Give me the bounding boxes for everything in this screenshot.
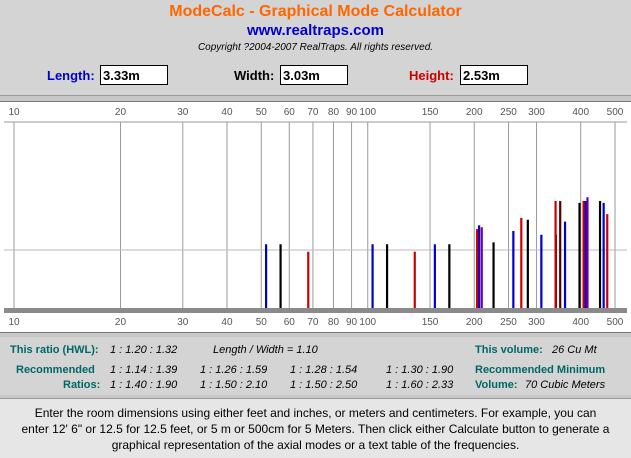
tick-label-top: 20 xyxy=(115,107,127,118)
recommended-ratio: 1 : 1.50 : 2.50 xyxy=(290,379,358,391)
plot-baseline xyxy=(4,308,627,313)
tick-label-bottom: 500 xyxy=(607,317,624,328)
ratio-label: This ratio (HWL): xyxy=(10,344,99,356)
tick-label-top: 400 xyxy=(572,107,589,118)
width-input[interactable] xyxy=(280,65,348,85)
tick-label-top: 30 xyxy=(177,107,189,118)
site-link[interactable]: www.realtraps.com xyxy=(247,22,384,39)
tick-label-bottom: 400 xyxy=(572,317,589,328)
tick-label-top: 200 xyxy=(466,107,483,118)
recommended-minimum-label: Recommended Minimum xyxy=(475,364,606,376)
length-width-ratio: Length / Width = 1.10 xyxy=(213,344,318,356)
recommended-ratio: 1 : 1.28 : 1.54 xyxy=(290,364,358,376)
tick-label-bottom: 30 xyxy=(177,317,189,328)
length-input[interactable] xyxy=(100,65,168,85)
tick-label-top: 60 xyxy=(284,107,296,118)
recommended-ratio: 1 : 1.50 : 2.10 xyxy=(200,379,268,391)
tick-label-top: 70 xyxy=(307,107,319,118)
tick-label-bottom: 10 xyxy=(8,317,20,328)
tick-label-top: 50 xyxy=(256,107,268,118)
recommended-ratio: 1 : 1.40 : 1.90 xyxy=(110,379,178,391)
height-label: Height: xyxy=(409,68,454,83)
header: ModeCalc - Graphical Mode Calculator www… xyxy=(0,0,631,96)
tick-label-bottom: 50 xyxy=(256,317,268,328)
height-input[interactable] xyxy=(460,65,528,85)
info-panel: This ratio (HWL): 1 : 1.20 : 1.32 Length… xyxy=(0,337,631,395)
volume-label: This volume: xyxy=(475,344,543,356)
tick-label-bottom: 70 xyxy=(307,317,319,328)
recommended-ratio: 1 : 1.30 : 1.90 xyxy=(386,364,454,376)
tick-label-bottom: 100 xyxy=(359,317,376,328)
tick-label-bottom: 90 xyxy=(346,317,358,328)
mode-chart-svg: 1010202030304040505060607070808090901001… xyxy=(4,107,627,328)
recommended-ratio: 1 : 1.14 : 1.39 xyxy=(110,364,178,376)
recommended-ratio: 1 : 1.60 : 2.33 xyxy=(386,379,454,391)
instructions-text: Enter the room dimensions using either f… xyxy=(0,398,631,458)
tick-label-bottom: 60 xyxy=(284,317,296,328)
recommended-label: Recommended xyxy=(16,364,95,376)
ratios-label: Ratios: xyxy=(63,379,101,391)
tick-label-top: 10 xyxy=(8,107,20,118)
width-label: Width: xyxy=(234,68,275,83)
mode-chart: 10 10 20 20 30 30 40 40 50 50 60 60 70 70 80 80 90 90 100 1… xyxy=(0,101,631,333)
tick-label-bottom: 40 xyxy=(221,317,233,328)
tick-label-bottom: 200 xyxy=(466,317,483,328)
tick-label-bottom: 150 xyxy=(422,317,439,328)
tick-label-top: 150 xyxy=(422,107,439,118)
tick-label-top: 300 xyxy=(528,107,545,118)
ratio-value: 1 : 1.20 : 1.32 xyxy=(110,344,178,356)
tick-label-bottom: 250 xyxy=(500,317,517,328)
length-label: Length: xyxy=(47,68,95,83)
tick-label-bottom: 80 xyxy=(328,317,340,328)
app-title: ModeCalc - Graphical Mode Calculator xyxy=(169,3,462,20)
copyright-text: Copyright ?2004-2007 RealTraps. All righ… xyxy=(197,42,434,53)
recommended-ratio: 1 : 1.26 : 1.59 xyxy=(200,364,268,376)
tick-label-top: 250 xyxy=(500,107,517,118)
tick-label-top: 80 xyxy=(328,107,340,118)
tick-label-top: 90 xyxy=(346,107,358,118)
volume-value: 26 Cu Mt xyxy=(552,344,597,356)
tick-label-top: 40 xyxy=(221,107,233,118)
tick-label-top: 500 xyxy=(607,107,624,118)
recommended-volume-value: 70 Cubic Meters xyxy=(525,379,606,391)
recommended-volume-label: Volume: xyxy=(475,379,518,391)
tick-label-top: 100 xyxy=(359,107,376,118)
tick-label-bottom: 20 xyxy=(115,317,127,328)
tick-label-bottom: 300 xyxy=(528,317,545,328)
